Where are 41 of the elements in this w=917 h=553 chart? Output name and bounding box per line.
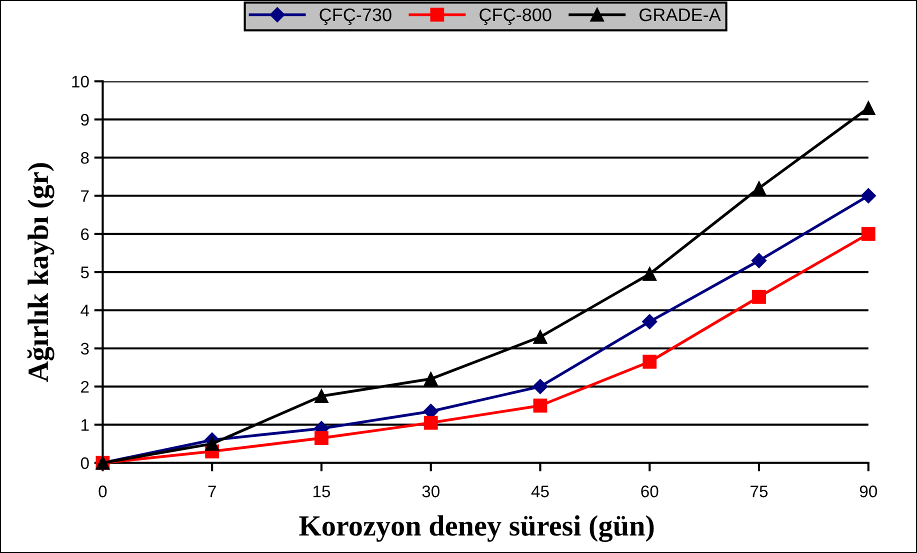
x-tick-label: 15	[313, 486, 330, 498]
point	[533, 330, 548, 344]
x-tick-label: 30	[422, 486, 440, 498]
x-tick-label: 7	[208, 486, 216, 498]
point	[752, 181, 766, 196]
y-tick-label: 0	[80, 457, 89, 470]
y-tick-label: 8	[80, 152, 89, 164]
legend-label: ÇFÇ-730	[320, 8, 392, 25]
point	[533, 398, 548, 413]
y-tick-label: 10	[72, 76, 89, 88]
y-tick-label: 5	[80, 266, 89, 278]
point	[861, 226, 876, 241]
legend-label: ÇFÇ-800	[480, 8, 552, 25]
point	[642, 267, 657, 281]
point	[642, 354, 657, 369]
point	[205, 436, 220, 451]
y-tick-label: 6	[81, 228, 89, 240]
point	[424, 416, 438, 430]
x-tick-label: 60	[641, 486, 658, 498]
x-tick-label: 0	[98, 486, 107, 498]
y-axis-title: Ağırlık kaybı (gr)	[27, 163, 54, 382]
point	[642, 314, 658, 330]
x-axis-title: Korozyon deney süresi (gün)	[299, 515, 654, 542]
y-tick-label: 3	[80, 342, 89, 355]
y-tick-label: 7	[81, 190, 89, 202]
point	[861, 101, 876, 115]
legend-label: GRADE-A	[640, 8, 721, 22]
point	[532, 378, 548, 394]
point	[424, 372, 438, 386]
x-tick-label: 45	[531, 486, 549, 498]
point	[314, 389, 328, 404]
point	[860, 188, 876, 204]
x-tick-label: 75	[750, 486, 768, 498]
y-tick-label: 2	[81, 380, 89, 393]
point	[751, 253, 767, 268]
y-tick-label: 9	[81, 114, 89, 126]
x-tick-label: 90	[860, 486, 878, 498]
point	[752, 290, 766, 304]
y-tick-label: 4	[80, 304, 90, 316]
point	[314, 431, 328, 446]
y-tick-label: 1	[82, 419, 89, 431]
